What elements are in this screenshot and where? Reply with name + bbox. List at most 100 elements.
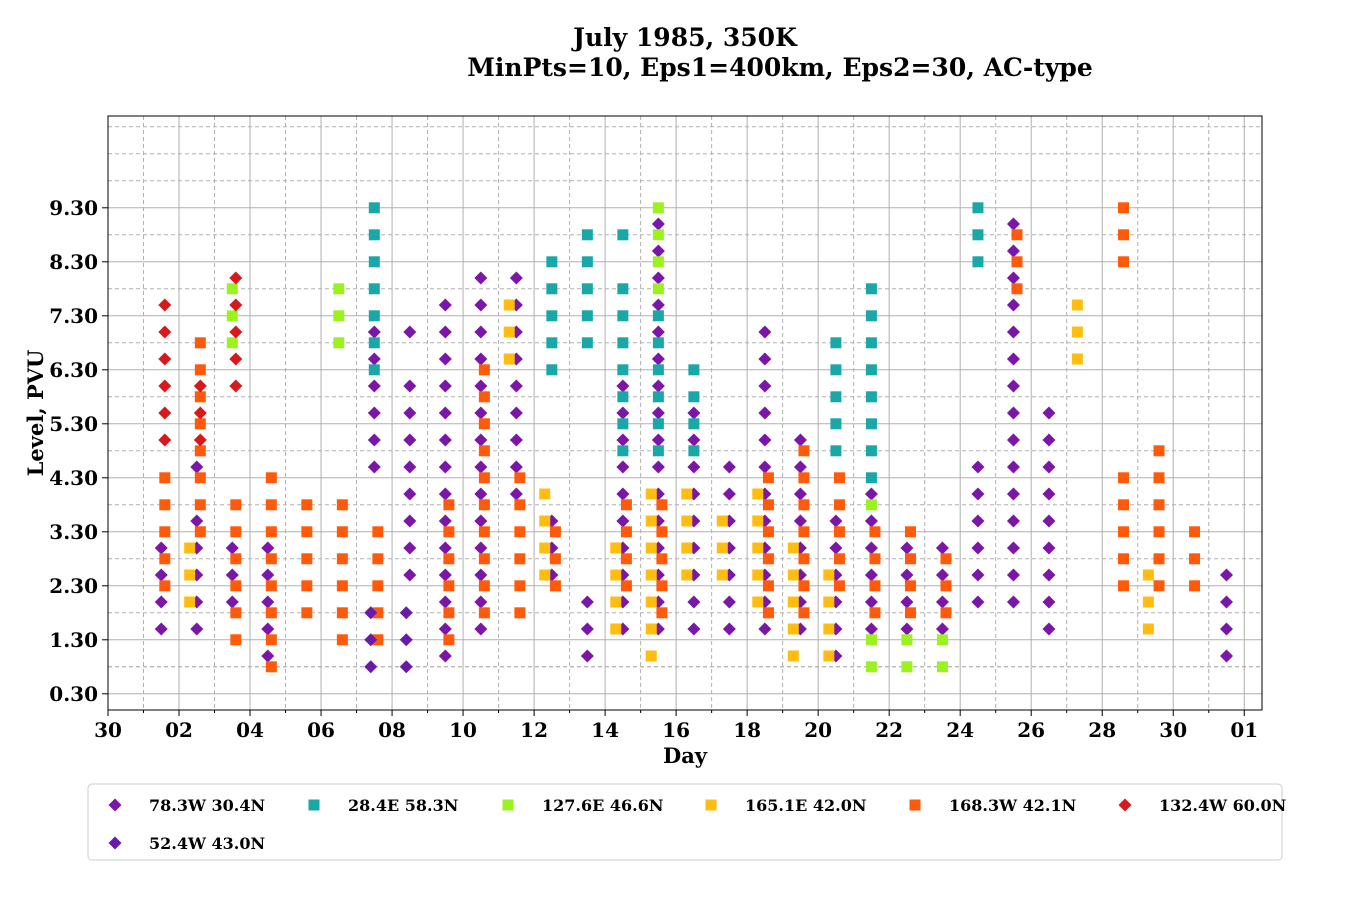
data-point: [1118, 472, 1130, 484]
y-tick-label: 8.30: [49, 250, 98, 274]
data-point: [184, 542, 196, 554]
data-point: [1011, 283, 1023, 295]
data-point: [904, 607, 916, 619]
data-point: [438, 487, 452, 501]
data-point: [617, 445, 629, 457]
data-point: [1071, 353, 1083, 365]
data-point: [620, 499, 632, 511]
data-point: [1042, 622, 1056, 636]
data-point: [833, 580, 845, 592]
data-point: [1219, 622, 1233, 636]
data-points: [154, 202, 1233, 674]
data-point: [194, 337, 206, 349]
data-point: [798, 472, 810, 484]
data-point: [265, 580, 277, 592]
data-point: [935, 622, 949, 636]
data-point: [546, 310, 558, 322]
data-point: [226, 310, 238, 322]
series-3: [184, 299, 1154, 662]
data-point: [230, 607, 242, 619]
data-point: [900, 622, 914, 636]
data-point: [758, 433, 772, 447]
data-point: [1042, 460, 1056, 474]
data-point: [368, 283, 380, 295]
data-point: [656, 499, 668, 511]
data-point: [580, 622, 594, 636]
data-point: [372, 580, 384, 592]
data-point: [652, 337, 664, 349]
data-point: [478, 364, 490, 376]
data-point: [403, 460, 417, 474]
data-point: [722, 595, 736, 609]
data-point: [225, 595, 239, 609]
data-point: [367, 325, 381, 339]
data-point: [1011, 256, 1023, 268]
data-point: [762, 580, 774, 592]
data-point: [509, 352, 523, 366]
data-point: [935, 541, 949, 555]
data-point: [798, 445, 810, 457]
data-point: [474, 406, 488, 420]
data-point: [830, 418, 842, 430]
data-point: [1153, 553, 1165, 565]
data-point: [301, 526, 313, 538]
data-point: [1006, 460, 1020, 474]
data-point: [688, 418, 700, 430]
x-tick-label: 04: [236, 718, 264, 742]
y-tick-label: 3.30: [49, 520, 98, 544]
data-point: [1118, 202, 1130, 214]
data-point: [722, 622, 736, 636]
data-point: [935, 568, 949, 582]
data-point: [1006, 595, 1020, 609]
data-point: [610, 569, 622, 581]
data-point: [651, 406, 665, 420]
x-tick-label: 20: [804, 718, 832, 742]
data-point: [864, 622, 878, 636]
data-point: [158, 298, 172, 312]
data-point: [823, 596, 835, 608]
data-point: [936, 661, 948, 673]
legend-marker: [909, 799, 921, 811]
data-point: [793, 514, 807, 528]
data-point: [652, 310, 664, 322]
data-point: [1142, 623, 1154, 635]
data-point: [1189, 553, 1201, 565]
data-point: [503, 299, 515, 311]
data-point: [823, 650, 835, 662]
data-point: [581, 310, 593, 322]
data-point: [194, 472, 206, 484]
y-tick-label: 0.30: [49, 682, 98, 706]
data-point: [716, 569, 728, 581]
data-point: [364, 633, 378, 647]
legend-label: 168.3W 42.1N: [949, 796, 1076, 815]
data-point: [367, 379, 381, 393]
legend-marker: [108, 836, 122, 850]
data-point: [823, 623, 835, 635]
data-point: [438, 298, 452, 312]
data-point: [474, 271, 488, 285]
data-point: [616, 379, 630, 393]
legend-label: 28.4E 58.3N: [348, 796, 458, 815]
data-point: [230, 499, 242, 511]
data-point: [864, 541, 878, 555]
data-point: [265, 499, 277, 511]
data-point: [514, 499, 526, 511]
data-point: [798, 580, 810, 592]
data-point: [901, 661, 913, 673]
x-tick-label: 26: [1017, 718, 1045, 742]
data-point: [793, 433, 807, 447]
data-point: [159, 499, 171, 511]
data-point: [478, 526, 490, 538]
data-point: [194, 391, 206, 403]
data-point: [184, 596, 196, 608]
data-point: [368, 256, 380, 268]
data-point: [438, 649, 452, 663]
data-point: [833, 499, 845, 511]
y-tick-label: 6.30: [49, 358, 98, 382]
data-point: [539, 515, 551, 527]
data-point: [438, 325, 452, 339]
data-point: [1006, 379, 1020, 393]
data-point: [1219, 649, 1233, 663]
data-point: [265, 661, 277, 673]
legend-marker: [308, 799, 320, 811]
